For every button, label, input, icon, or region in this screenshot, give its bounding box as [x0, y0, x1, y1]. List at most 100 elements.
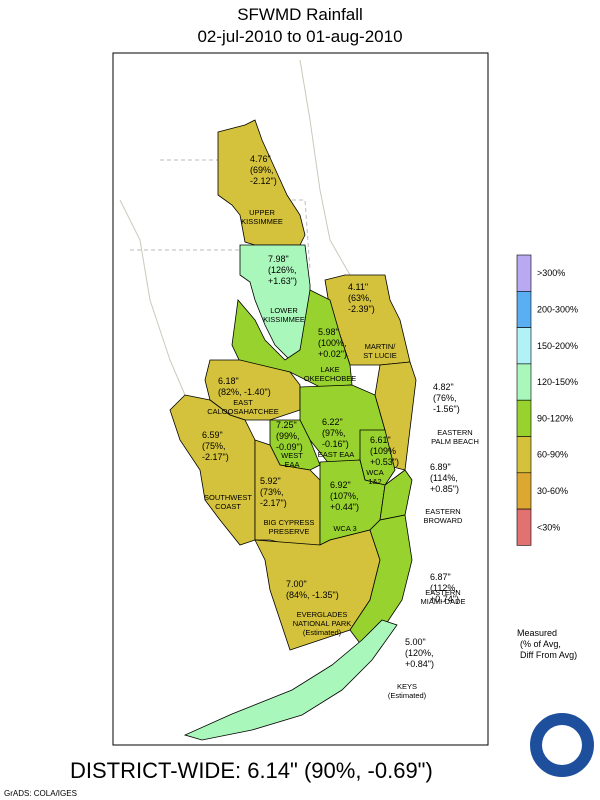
region-name: KISSIMMEE [241, 217, 283, 226]
map-frame [112, 52, 489, 746]
region-rainfall: (76%, [433, 393, 457, 403]
region-name: EAST EAA [318, 450, 355, 459]
region-rainfall: -0.16") [322, 439, 349, 449]
region-name: EASTERN [425, 588, 460, 597]
region-name: WCA 3 [333, 524, 356, 533]
region-rainfall: +0.02") [318, 349, 347, 359]
region-name: COAST [215, 502, 241, 511]
region-rainfall: -2.17") [260, 498, 287, 508]
region-name: LOWER [270, 306, 298, 315]
region-rainfall: 5.98" [318, 327, 339, 337]
region-name: PALM BEACH [431, 437, 479, 446]
region-name: MARTIN/ [365, 342, 397, 351]
logo-inner [542, 725, 582, 765]
region-rainfall: 7.98" [268, 254, 289, 264]
region [183, 619, 398, 741]
legend-swatch [516, 290, 532, 328]
region-rainfall: -2.17") [202, 452, 229, 462]
region-name: EVERGLADES [297, 610, 348, 619]
region-name: SOUTHWEST [204, 493, 252, 502]
region-rainfall: 6.61" [370, 435, 391, 445]
region-rainfall: -0.09") [276, 442, 303, 452]
region-rainfall: (82%, -1.40") [218, 387, 271, 397]
region-name: WEST [281, 451, 303, 460]
region [169, 394, 256, 546]
legend-label: >300% [537, 268, 565, 278]
region-name: EAST [233, 398, 253, 407]
region-rainfall: (114%, [430, 473, 458, 483]
region-rainfall: (100%, [318, 338, 347, 348]
region-name: UPPER [249, 208, 275, 217]
region-rainfall: 6.87" [430, 572, 451, 582]
credit: GrADS: COLA/IGES [4, 789, 77, 798]
region-rainfall: 6.89" [430, 462, 451, 472]
region-rainfall: (69%, [250, 165, 274, 175]
region-name: OKEECHOBEE [304, 374, 357, 383]
region-rainfall: (97%, [322, 428, 346, 438]
region-rainfall: (112%, [430, 583, 458, 593]
legend-label: 30-60% [537, 486, 568, 496]
region-rainfall: +0.74") [430, 594, 459, 604]
region-name: EAA [284, 460, 299, 469]
region-name: LAKE [320, 365, 339, 374]
legend-swatch [516, 327, 532, 365]
region-rainfall: 4.11" [348, 282, 368, 292]
legend-swatch [516, 254, 532, 292]
region-rainfall: -2.39") [348, 304, 375, 314]
region [217, 119, 306, 246]
region-rainfall: 7.00" [286, 579, 307, 589]
legend-label: 60-90% [537, 450, 568, 460]
region-rainfall: -1.56") [433, 404, 460, 414]
region-rainfall: (75%, [202, 441, 226, 451]
region-rainfall: (84%, -1.35") [286, 590, 339, 600]
region-name: EASTERN [425, 507, 460, 516]
region-rainfall: +1.63") [268, 276, 297, 286]
labels: 4.76"(69%,-2.12")UPPERKISSIMMEE7.98"(126… [202, 154, 479, 700]
region-name: BROWARD [424, 516, 463, 525]
region-rainfall: 5.92" [260, 476, 281, 486]
region-name: PRESERVE [269, 527, 310, 536]
region-name: 1&2 [368, 477, 381, 486]
region-rainfall: (99%, [276, 431, 300, 441]
region-rainfall: 7.25" [276, 420, 297, 430]
legend-label: 150-200% [537, 341, 578, 351]
region-rainfall: (126%, [268, 265, 297, 275]
region-name: NATIONAL PARK [293, 619, 352, 628]
regions [169, 119, 417, 741]
region-name: ST LUCIE [363, 351, 397, 360]
region-rainfall: +0.85") [430, 484, 459, 494]
region-rainfall: +0.84") [405, 659, 434, 669]
legend-label: 200-300% [537, 304, 578, 314]
region-rainfall: 4.76" [250, 154, 271, 164]
region-rainfall: 6.22" [322, 417, 343, 427]
region-name: MIAMI-DADE [421, 597, 466, 606]
legend-swatch [516, 508, 532, 546]
legend-note: Diff From Avg) [520, 650, 577, 660]
region-rainfall: -2.12") [250, 176, 277, 186]
legend-swatch [516, 363, 532, 401]
coastline [119, 59, 351, 396]
district-wide-summary: DISTRICT-WIDE: 6.14" (90%, -0.69") [70, 758, 433, 783]
region-rainfall: +0.44") [330, 502, 359, 512]
region-rainfall: 6.18" [218, 376, 239, 386]
region-name: (Estimated) [303, 628, 342, 637]
region-rainfall: 5.00" [405, 637, 426, 647]
region-rainfall: (73%, [260, 487, 284, 497]
legend-swatch [516, 472, 532, 510]
legend-swatch [516, 436, 532, 474]
region-rainfall: (109% [370, 446, 396, 456]
region-name: (Estimated) [388, 691, 427, 700]
legend-note: Measured [517, 628, 557, 638]
map-title: SFWMD Rainfall [237, 5, 363, 24]
region-rainfall: 4.82" [433, 382, 454, 392]
region-name: WCA [366, 468, 384, 477]
region-rainfall: (63%, [348, 293, 372, 303]
legend-note: (% of Avg, [520, 639, 561, 649]
region [379, 469, 413, 521]
region-name: KISSIMMEE [263, 315, 305, 324]
legend-label: <30% [537, 522, 560, 532]
region-rainfall: (120%, [405, 648, 434, 658]
legend-label: 90-120% [537, 413, 573, 423]
legend-swatch [516, 399, 532, 437]
